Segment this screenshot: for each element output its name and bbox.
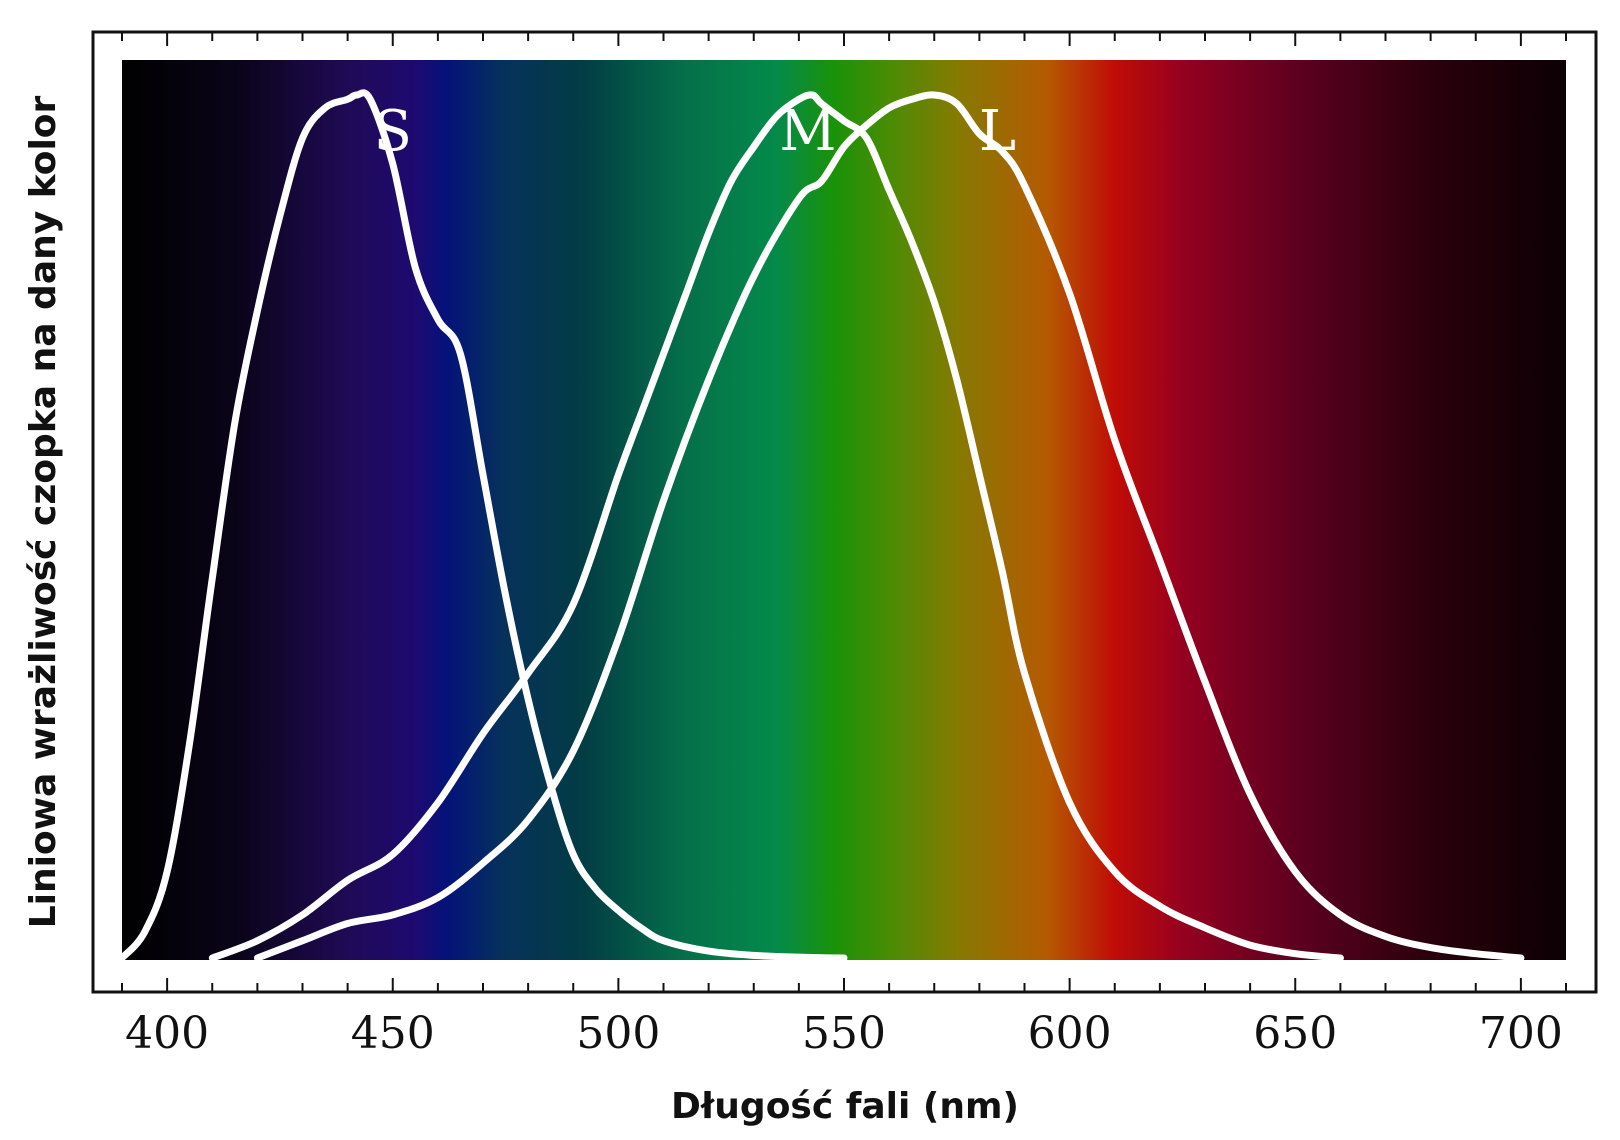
x-tick-label-400: 400 [125,1008,209,1059]
x-tick-label-450: 450 [351,1008,435,1059]
y-axis-label: Liniowa wrażliwość czopka na dany kolor [23,95,64,928]
series-label-S: S [374,99,412,164]
x-tick-label-600: 600 [1028,1008,1112,1059]
series-label-L: L [979,99,1016,164]
spectrum-background [122,60,1566,960]
x-axis-label: Długość fali (nm) [671,1086,1019,1127]
curve-L [253,91,1525,962]
x-tick-label-500: 500 [576,1008,660,1059]
curve-M [208,91,1344,962]
sensitivity-curves [118,89,1525,962]
x-tick-label-550: 550 [802,1008,886,1059]
x-axis-ticks [121,32,1567,992]
x-axis-tick-labels: 400 450 500 550 600 650 700 [125,1008,1563,1059]
x-tick-label-700: 700 [1479,1008,1563,1059]
x-tick-label-650: 650 [1253,1008,1337,1059]
series-label-M: M [779,99,836,164]
curve-S [118,89,848,962]
